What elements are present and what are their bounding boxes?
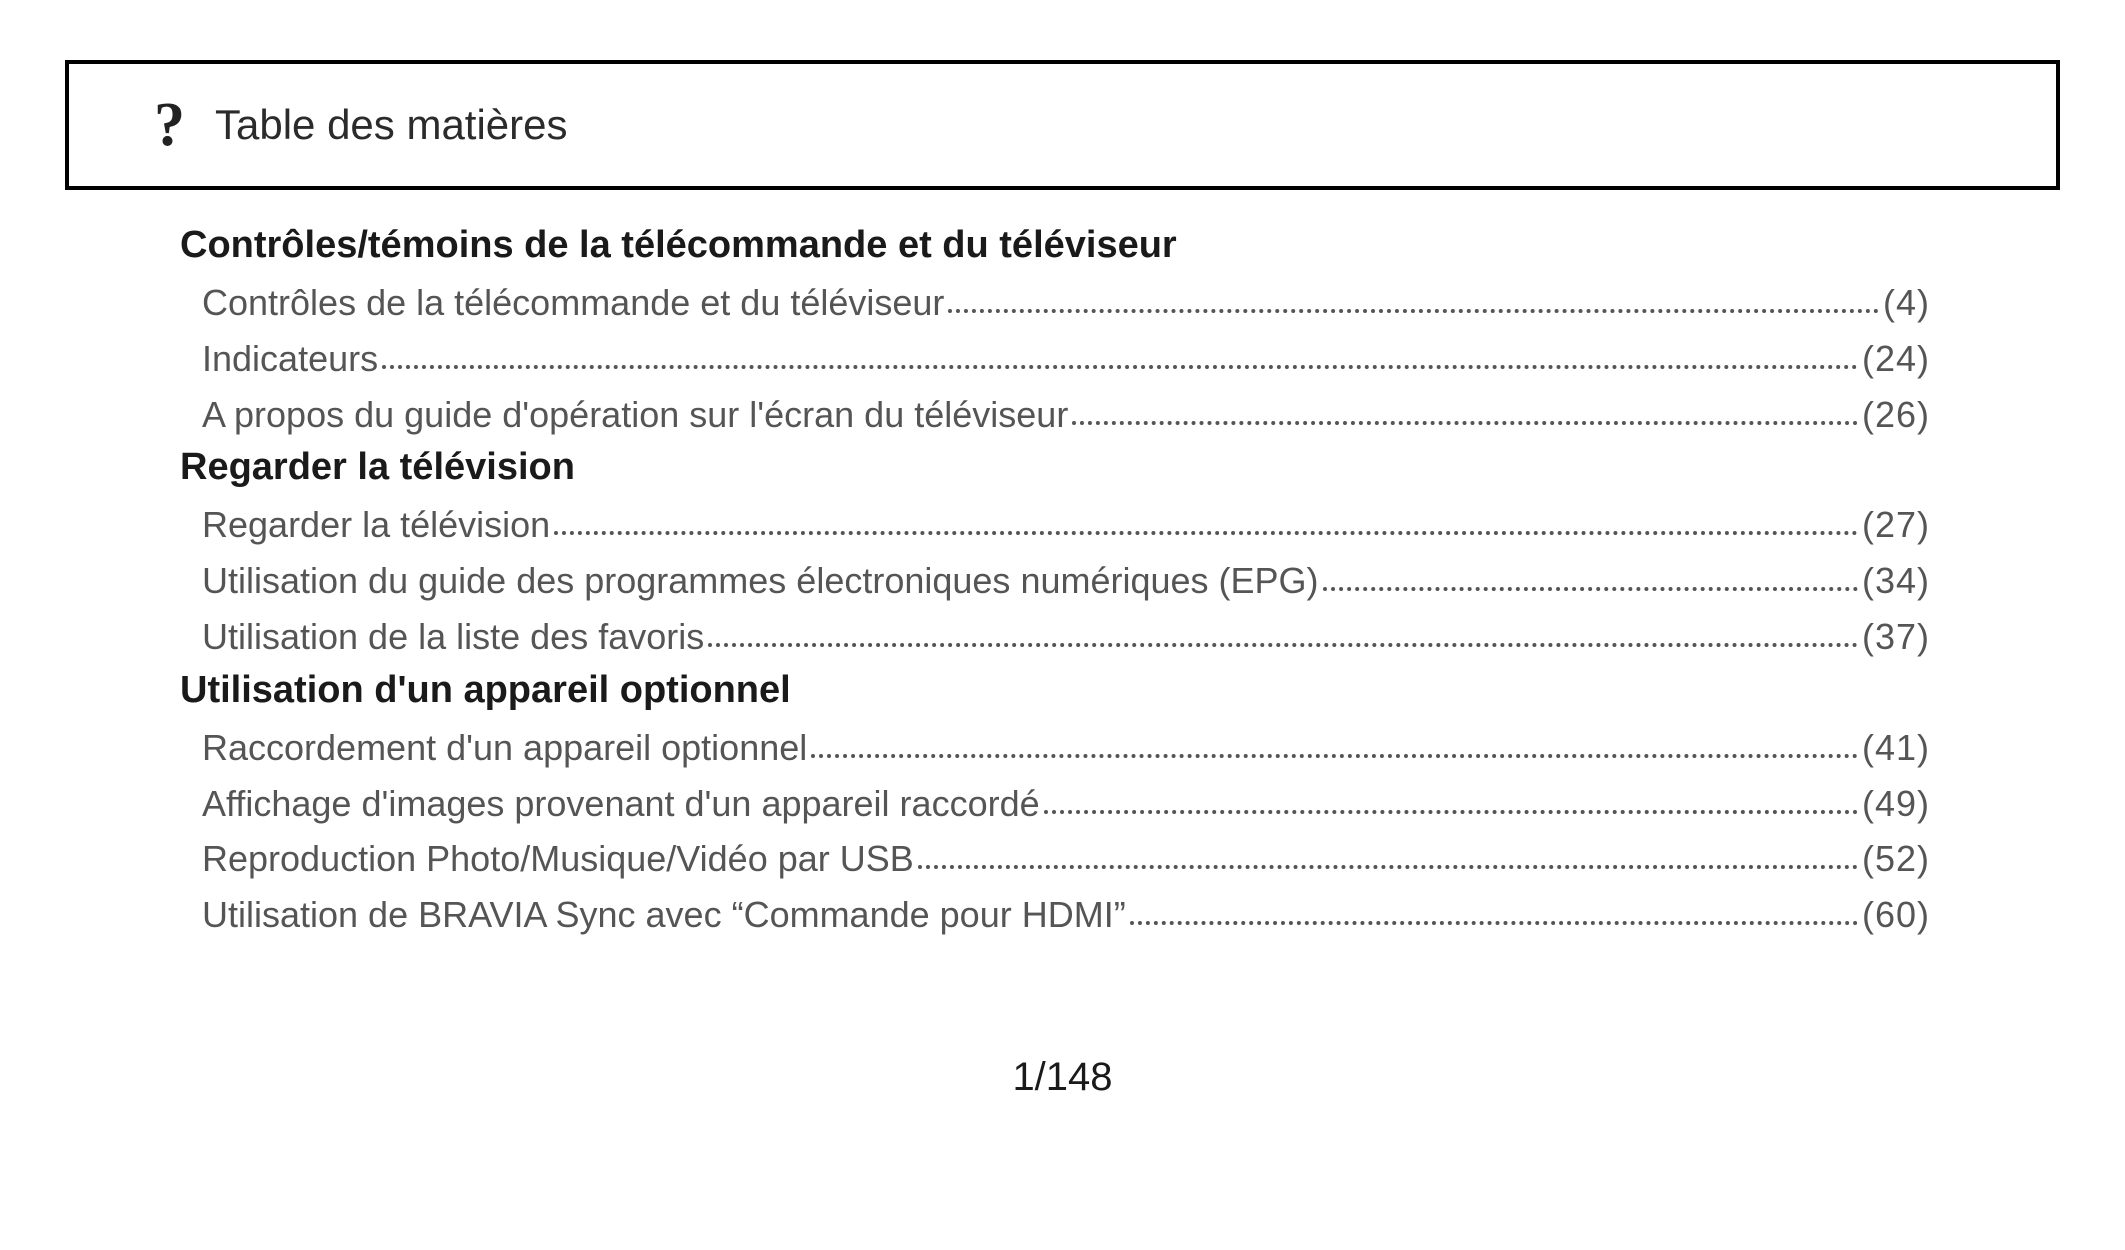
toc-entry-page: (37) <box>1862 609 1930 665</box>
toc-entry-page: (26) <box>1862 387 1930 443</box>
toc-entry-label: Indicateurs <box>202 331 378 387</box>
page-title: Table des matières <box>215 101 568 149</box>
toc-dots <box>708 643 1858 647</box>
toc-entry-page: (52) <box>1862 831 1930 887</box>
page-number: 1/148 <box>0 1055 2125 1100</box>
header-box: ? Table des matières <box>65 60 2060 190</box>
help-icon: ? <box>154 90 185 161</box>
toc-entry[interactable]: Indicateurs (24) <box>180 331 1930 387</box>
toc-entry-label: Utilisation de la liste des favoris <box>202 609 704 665</box>
toc-dots <box>1323 587 1858 591</box>
toc-dots <box>1130 921 1858 925</box>
toc-entry-label: Regarder la télévision <box>202 497 550 553</box>
toc-entry-label: Raccordement d'un appareil optionnel <box>202 720 807 776</box>
toc-dots <box>1044 810 1858 814</box>
toc-entry[interactable]: Utilisation de la liste des favoris (37) <box>180 609 1930 665</box>
toc-dots <box>918 865 1858 869</box>
toc-section-title: Contrôles/témoins de la télécommande et … <box>180 224 1930 267</box>
toc-dots <box>811 754 1858 758</box>
toc-entry[interactable]: Reproduction Photo/Musique/Vidéo par USB… <box>180 831 1930 887</box>
toc-entry-label: Utilisation du guide des programmes élec… <box>202 553 1319 609</box>
toc-dots <box>1072 421 1858 425</box>
toc-dots <box>948 309 1879 313</box>
toc-entry-label: Affichage d'images provenant d'un appare… <box>202 776 1040 832</box>
toc-entry[interactable]: Affichage d'images provenant d'un appare… <box>180 776 1930 832</box>
toc-entry-label: Reproduction Photo/Musique/Vidéo par USB <box>202 831 914 887</box>
toc-entry[interactable]: Utilisation du guide des programmes élec… <box>180 553 1930 609</box>
toc-entry-page: (27) <box>1862 497 1930 553</box>
toc-entry[interactable]: Regarder la télévision (27) <box>180 497 1930 553</box>
toc-entry-label: Utilisation de BRAVIA Sync avec “Command… <box>202 887 1126 943</box>
toc-entry-page: (24) <box>1862 331 1930 387</box>
toc-entry-label: A propos du guide d'opération sur l'écra… <box>202 387 1068 443</box>
toc-entry[interactable]: A propos du guide d'opération sur l'écra… <box>180 387 1930 443</box>
toc-entry-page: (49) <box>1862 776 1930 832</box>
toc-dots <box>382 365 1858 369</box>
toc-entry-page: (41) <box>1862 720 1930 776</box>
toc-section-title: Regarder la télévision <box>180 446 1930 489</box>
toc-entry-page: (60) <box>1862 887 1930 943</box>
toc-entry[interactable]: Contrôles de la télécommande et du télév… <box>180 275 1930 331</box>
toc-entry-label: Contrôles de la télécommande et du télév… <box>202 275 944 331</box>
toc-entry[interactable]: Raccordement d'un appareil optionnel (41… <box>180 720 1930 776</box>
toc-section-title: Utilisation d'un appareil optionnel <box>180 669 1930 712</box>
toc-entry-page: (34) <box>1862 553 1930 609</box>
table-of-contents: Contrôles/témoins de la télécommande et … <box>180 220 1930 943</box>
toc-entry[interactable]: Utilisation de BRAVIA Sync avec “Command… <box>180 887 1930 943</box>
toc-dots <box>554 531 1858 535</box>
toc-entry-page: (4) <box>1883 275 1930 331</box>
